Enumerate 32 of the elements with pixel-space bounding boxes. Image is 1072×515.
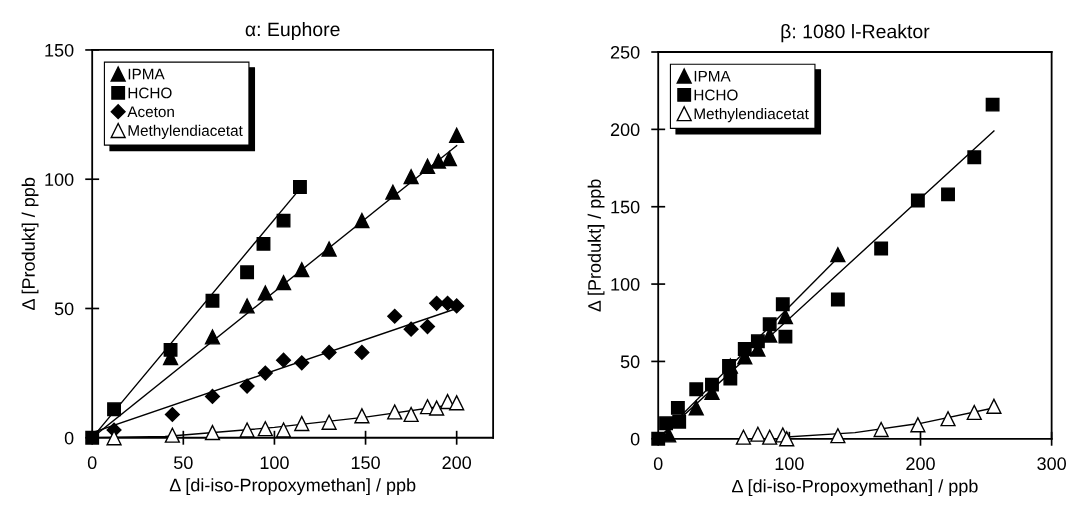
x-tick-label: 0 xyxy=(653,457,663,471)
legend-label: IPMA xyxy=(128,68,165,80)
y-axis-title: Δ [Produkt] / ppb xyxy=(21,177,39,311)
y-tick-label: 150 xyxy=(611,200,640,214)
chart-title: α: Euphore xyxy=(245,21,340,41)
legend-label: Methylendiacetat xyxy=(694,108,809,123)
y-tick-label: 50 xyxy=(54,302,74,316)
legend-label: HCHO xyxy=(694,89,738,101)
x-tick-label: 50 xyxy=(173,456,193,470)
x-axis-title: Δ [di-iso-Propoxymethan] / ppb xyxy=(732,479,978,497)
y-axis-title: Δ [Produkt] / ppb xyxy=(587,179,605,312)
y-tick-label: 50 xyxy=(620,355,640,369)
y-tick-label: 0 xyxy=(64,431,74,445)
chart-title: β: 1080 l-Reaktor xyxy=(781,24,930,43)
x-tick-label: 150 xyxy=(351,456,380,470)
x-tick-label: 200 xyxy=(906,457,935,471)
x-tick-label: 200 xyxy=(442,456,472,470)
x-tick-label: 100 xyxy=(260,456,289,470)
legend-label: HCHO xyxy=(128,87,172,99)
y-tick-label: 0 xyxy=(630,432,640,446)
y-tick-label: 100 xyxy=(611,278,640,291)
x-axis-title: Δ [di-iso-Propoxymethan] / ppb xyxy=(169,478,416,496)
y-tick-label: 100 xyxy=(45,173,74,186)
x-tick-label: 0 xyxy=(87,456,97,470)
x-tick-label: 100 xyxy=(775,457,804,471)
y-tick-label: 200 xyxy=(610,123,640,137)
y-tick-label: 150 xyxy=(45,43,74,57)
x-tick-label: 300 xyxy=(1037,457,1066,471)
legend-label: IPMA xyxy=(694,70,731,82)
legend-label: Methylendiacetat xyxy=(128,124,243,140)
y-tick-label: 250 xyxy=(610,45,640,59)
legend-label: Aceton xyxy=(127,106,174,118)
